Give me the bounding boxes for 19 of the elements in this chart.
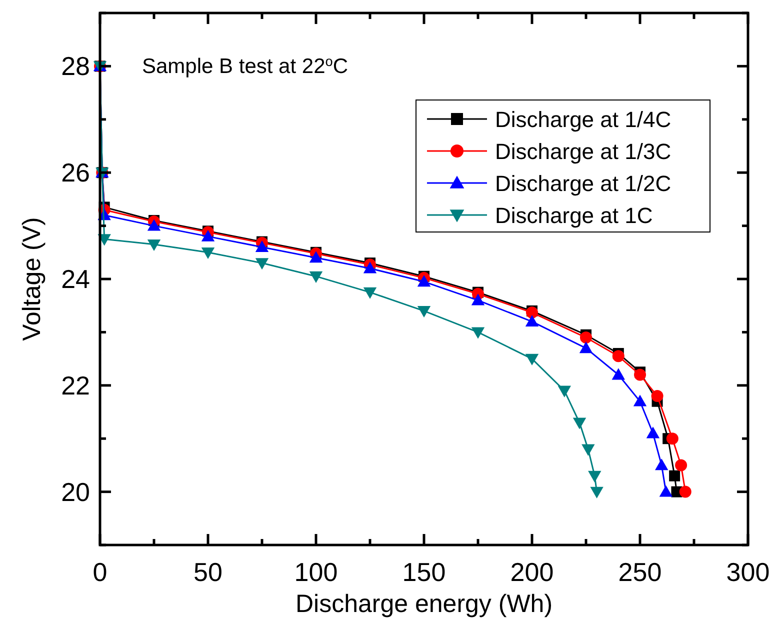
x-axis-title: Discharge energy (Wh) <box>295 590 553 618</box>
legend-label: Discharge at 1/3C <box>495 139 672 164</box>
x-tick-label: 0 <box>92 557 108 587</box>
y-tick-label: 28 <box>61 51 90 82</box>
legend-label: Discharge at 1C <box>495 203 653 228</box>
x-tick-label: 200 <box>510 557 554 587</box>
annotation: Sample B test at 22$^{o}$C <box>142 54 348 78</box>
y-tick-label: 24 <box>61 264 90 294</box>
legend-label: Discharge at 1/2C <box>495 171 672 196</box>
y-tick-label: 26 <box>61 158 90 188</box>
legend-label: Discharge at 1/4C <box>495 107 672 132</box>
x-tick-label: 100 <box>294 557 338 587</box>
y-axis-title: Voltage (V) <box>18 217 46 341</box>
x-tick-label: 150 <box>402 557 446 587</box>
y-tick-label: 20 <box>61 476 90 507</box>
x-tick-label: 50 <box>194 557 222 587</box>
x-tick-label: 300 <box>726 557 770 587</box>
y-tick-label: 22 <box>61 370 90 400</box>
x-tick-label: 250 <box>618 557 662 587</box>
